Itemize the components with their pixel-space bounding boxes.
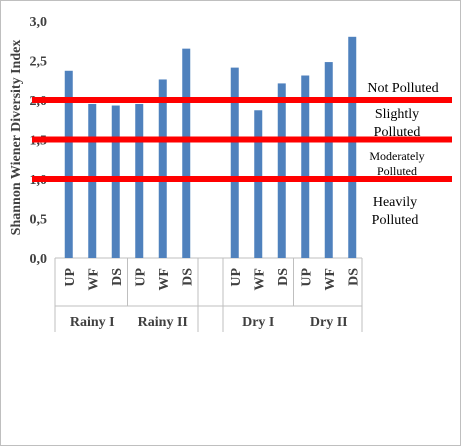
zone-annotation: Slightly [375, 107, 419, 122]
bar [277, 83, 286, 258]
x-tick-label: DS [180, 268, 195, 286]
x-tick-label: UP [299, 268, 314, 287]
x-tick-label: DS [110, 268, 125, 286]
x-tick-label: DS [346, 268, 361, 286]
bar [182, 48, 191, 259]
x-group-label: Dry I [242, 315, 274, 330]
zone-annotation: Heavily [373, 195, 417, 210]
x-group-label: Dry II [310, 315, 348, 330]
bar [324, 62, 333, 258]
x-tick-label: DS [276, 268, 291, 286]
bar [64, 70, 73, 259]
x-tick-label: UP [229, 268, 244, 287]
bar [158, 79, 167, 259]
x-tick-label: WF [86, 268, 101, 291]
y-axis-title: Shannon Wiener Diversity Index [9, 40, 24, 236]
x-tick-label: UP [63, 268, 78, 287]
zone-annotation: Moderately [369, 149, 424, 163]
x-tick-label: UP [133, 268, 148, 287]
y-tick-label: 0,0 [30, 252, 48, 267]
bar [254, 110, 263, 259]
zone-annotation: Polluted [372, 213, 419, 228]
x-group-label: Rainy I [70, 315, 115, 330]
x-group-label: Rainy II [138, 315, 188, 330]
y-tick-label: 2,5 [30, 55, 48, 70]
bar [230, 67, 239, 258]
zone-annotation: Polluted [374, 125, 421, 140]
y-tick-label: 0,5 [30, 213, 48, 228]
x-tick-label: WF [157, 268, 172, 291]
x-tick-label: WF [323, 268, 338, 291]
zone-annotation: Not Polluted [367, 81, 438, 96]
bar [348, 36, 357, 258]
y-tick-label: 3,0 [30, 15, 48, 30]
zone-annotation: Polluted [377, 164, 417, 178]
bar [301, 75, 310, 258]
x-tick-label: WF [252, 268, 267, 291]
